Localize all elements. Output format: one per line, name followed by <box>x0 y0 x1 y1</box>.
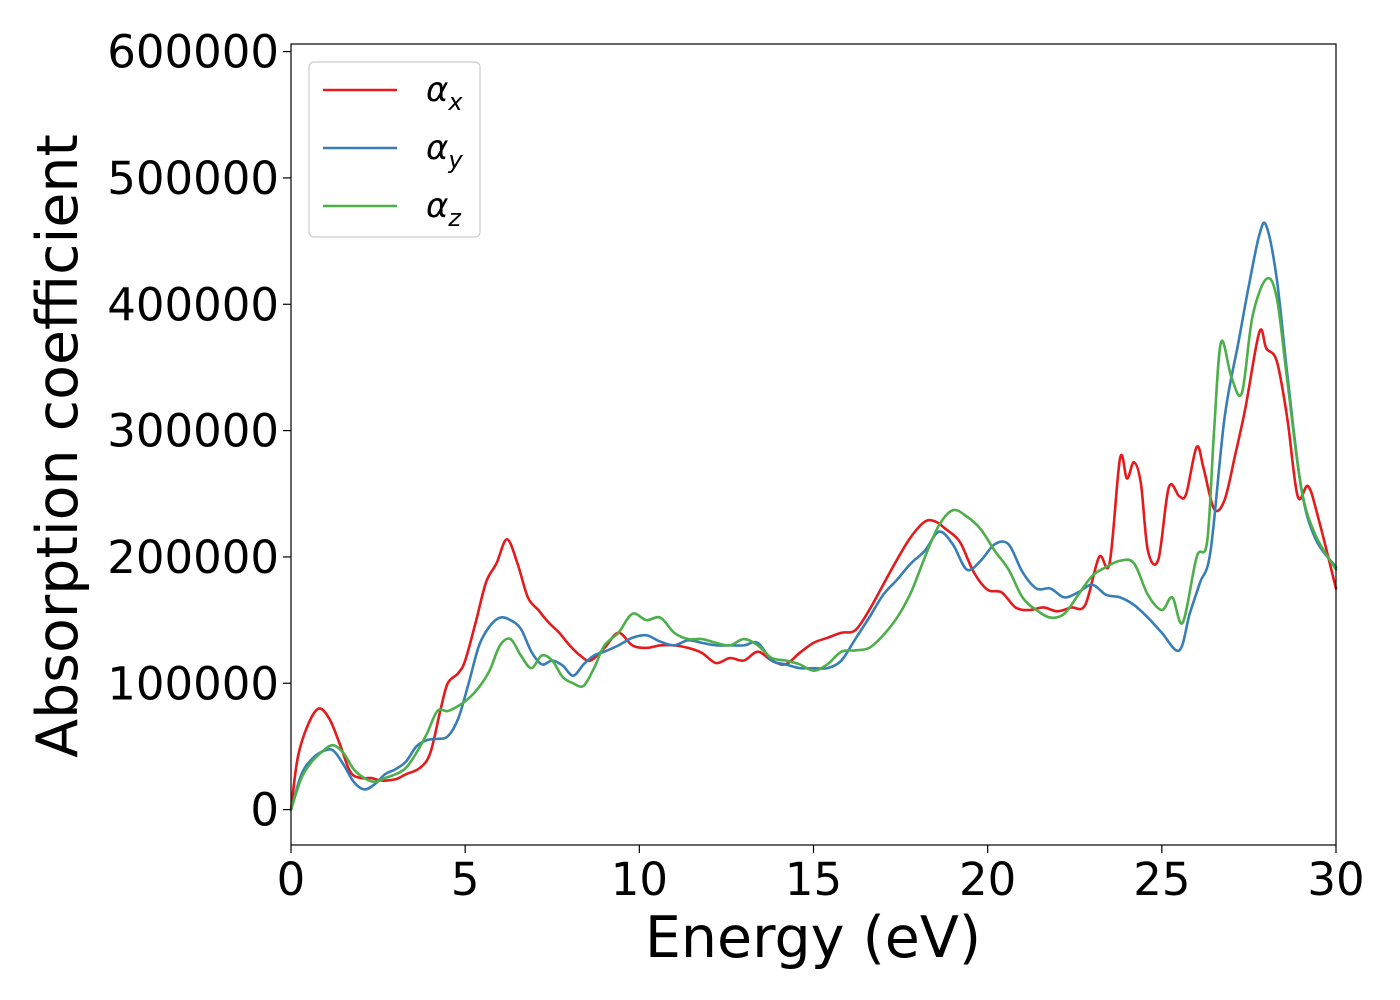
legend-box <box>308 61 481 238</box>
x-axis-ticks: 0 5 10 15 20 25 30 <box>277 845 1365 906</box>
legend-subscript-y: y <box>447 146 463 174</box>
x-tick-label: 0 <box>277 853 306 906</box>
legend-subscript-x: x <box>447 88 463 116</box>
x-tick-label: 25 <box>1133 853 1190 906</box>
y-tick-label: 300000 <box>107 405 279 458</box>
y-tick-label: 400000 <box>107 278 279 331</box>
series-layer <box>289 221 1338 811</box>
x-axis-label: Energy (eV) <box>645 905 981 971</box>
y-tick-label: 500000 <box>107 152 279 205</box>
legend-label-y: αy <box>426 128 463 174</box>
y-tick-label: 0 <box>250 784 279 837</box>
legend-label-x: αx <box>426 70 463 116</box>
y-tick-label: 600000 <box>107 26 279 79</box>
x-tick-label: 5 <box>451 853 480 906</box>
legend-subscript-z: z <box>447 204 462 232</box>
y-axis-label: Absorption coefficient <box>25 134 91 758</box>
x-tick-label: 20 <box>959 853 1016 906</box>
y-axis-ticks: 0 100000 200000 300000 400000 500000 600000 <box>107 26 291 837</box>
series-line-y <box>289 221 1338 811</box>
y-tick-label: 200000 <box>107 531 279 584</box>
x-tick-label: 15 <box>785 853 842 906</box>
y-tick-label: 100000 <box>107 657 279 710</box>
series-line-z <box>289 276 1338 811</box>
x-tick-label: 10 <box>611 853 668 906</box>
x-tick-label: 30 <box>1307 853 1364 906</box>
series-line-x <box>289 328 1338 811</box>
